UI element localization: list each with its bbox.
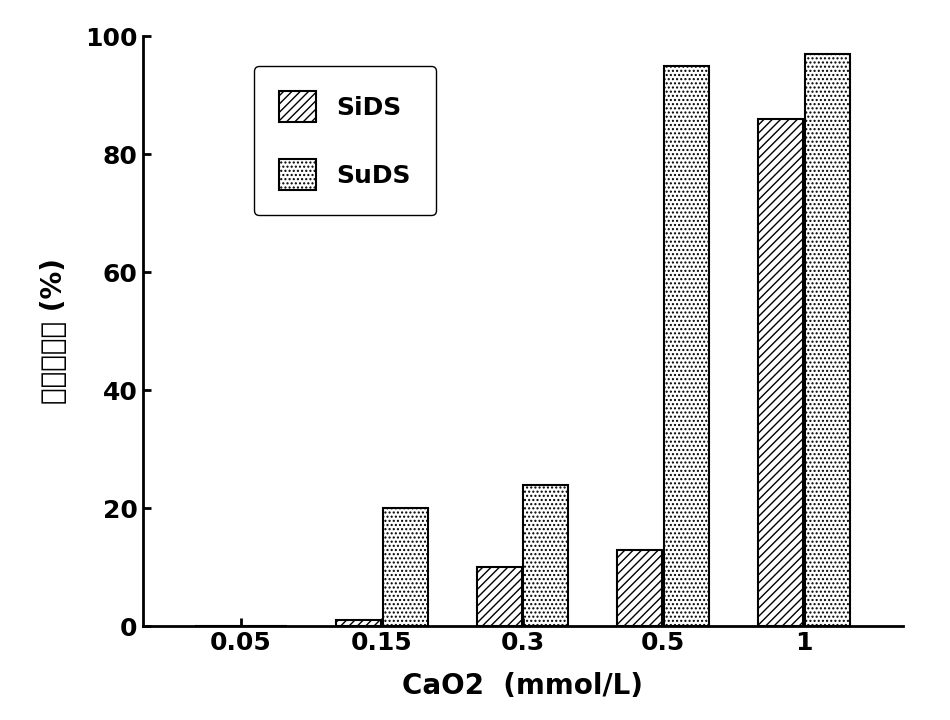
Bar [383, 508, 428, 626]
Bar [758, 119, 803, 626]
Y-axis label: 藻类去除率 (%): 藻类去除率 (%) [41, 258, 68, 404]
Bar [523, 485, 568, 626]
Bar [477, 567, 522, 626]
Bar [618, 549, 662, 626]
X-axis label: CaO2  (mmol/L): CaO2 (mmol/L) [402, 672, 643, 700]
Bar [805, 54, 850, 626]
Legend: SiDS, SuDS: SiDS, SuDS [254, 66, 436, 215]
Bar [664, 66, 710, 626]
Bar [335, 621, 381, 626]
